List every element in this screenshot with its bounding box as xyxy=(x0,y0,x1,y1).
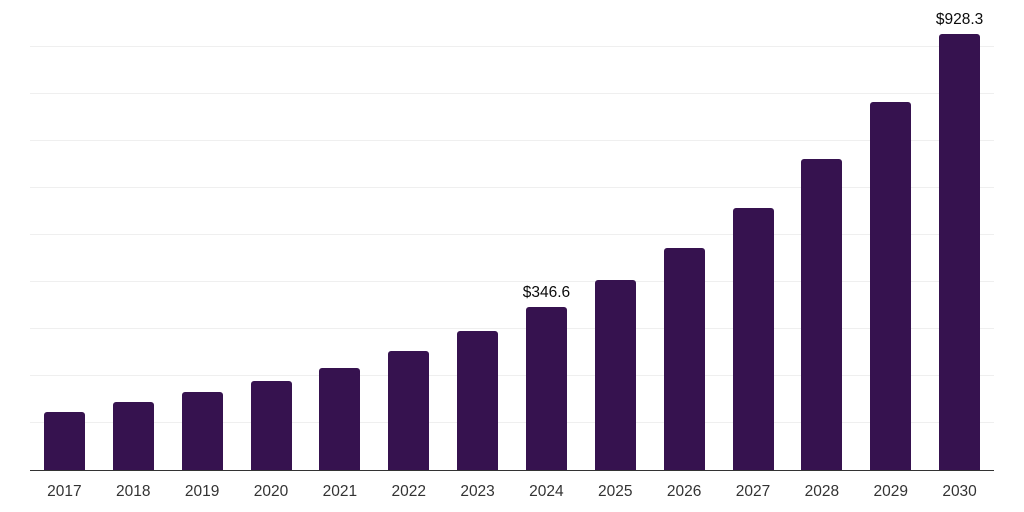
plot-area: $346.6 $928.3 xyxy=(30,0,994,471)
bar-2025 xyxy=(594,280,636,470)
gridline xyxy=(30,422,994,423)
x-axis-line xyxy=(30,469,994,471)
x-axis-tick-label-2023: 2023 xyxy=(460,483,495,500)
bar-2029 xyxy=(870,102,912,470)
x-axis-tick-label-2018: 2018 xyxy=(116,483,151,500)
gridline xyxy=(30,140,994,141)
bar-2019 xyxy=(181,392,223,470)
bar-2030 xyxy=(939,33,981,470)
x-axis-tick-label-2026: 2026 xyxy=(666,483,702,500)
x-axis-tick-label-2017: 2017 xyxy=(47,483,82,500)
gridline xyxy=(30,281,994,282)
bar-2017 xyxy=(43,412,85,470)
gridline xyxy=(30,187,994,188)
gridline xyxy=(30,93,994,94)
x-axis-tick-label-2020: 2020 xyxy=(253,483,289,500)
x-axis-tick-label-2025: 2025 xyxy=(598,483,633,500)
bar-2021 xyxy=(319,367,361,470)
bar-2022 xyxy=(388,351,430,470)
gridline xyxy=(30,46,994,47)
x-axis-tick-label-2019: 2019 xyxy=(184,483,220,500)
bar-2020 xyxy=(250,381,292,470)
bar-2018 xyxy=(112,402,154,470)
bar-2028 xyxy=(801,159,843,470)
x-axis-tick-label-2022: 2022 xyxy=(391,483,426,500)
x-axis-tick-label-2021: 2021 xyxy=(322,483,358,500)
bar-2027 xyxy=(732,207,774,470)
x-axis-tick-label-2027: 2027 xyxy=(735,483,771,500)
x-axis-tick-label-2029: 2029 xyxy=(873,483,908,500)
gridline xyxy=(30,375,994,376)
x-axis-tick-label-2028: 2028 xyxy=(804,483,840,500)
x-axis-tick-label-2024: 2024 xyxy=(529,483,564,500)
x-axis-tick-label-2030: 2030 xyxy=(942,483,977,500)
bar-value-label-2024: $346.6 xyxy=(522,284,571,302)
gridline xyxy=(30,234,994,235)
bar-2023 xyxy=(457,331,499,470)
bar-2026 xyxy=(663,247,705,470)
bar-2024 xyxy=(525,307,567,470)
bar-value-label-2030: $928.3 xyxy=(935,10,984,28)
gridline xyxy=(30,328,994,329)
